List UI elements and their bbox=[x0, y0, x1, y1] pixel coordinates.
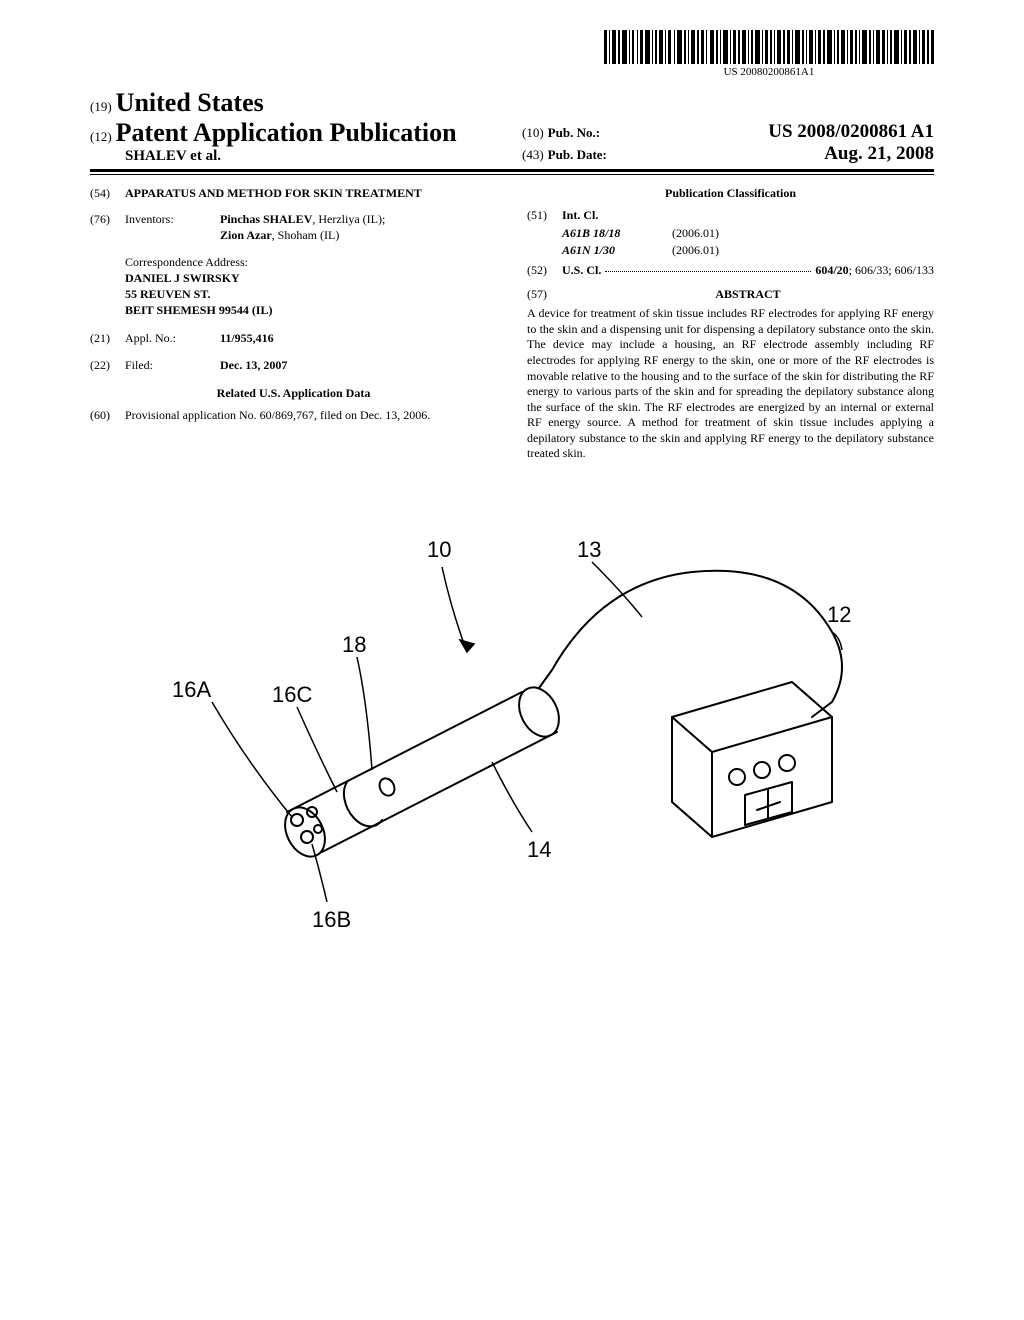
appl-no: 11/955,416 bbox=[220, 330, 497, 346]
int-cl-row-1: A61N 1/30 (2006.01) bbox=[562, 242, 934, 258]
authors: SHALEV et al. bbox=[90, 148, 502, 165]
fig-label-14: 14 bbox=[527, 837, 551, 862]
classification-heading: Publication Classification bbox=[527, 185, 934, 201]
fig-label-10: 10 bbox=[427, 537, 451, 562]
appl-no-label: Appl. No.: bbox=[125, 330, 220, 346]
provisional-text: Provisional application No. 60/869,767, … bbox=[125, 407, 497, 423]
field-54: (54) APPARATUS AND METHOD FOR SKIN TREAT… bbox=[90, 185, 497, 201]
barcode-area: US 20080200861A1 bbox=[90, 30, 934, 80]
pub-no: US 2008/0200861 A1 bbox=[768, 121, 934, 143]
field-51: (51) Int. Cl. bbox=[527, 207, 934, 223]
code-21: (21) bbox=[90, 330, 125, 346]
document-header: (19) United States (12) Patent Applicati… bbox=[90, 88, 934, 165]
pub-date-label: Pub. Date: bbox=[548, 147, 607, 162]
correspondence-block: Correspondence Address: DANIEL J SWIRSKY… bbox=[125, 254, 497, 319]
divider-thick bbox=[90, 169, 934, 172]
fig-label-13: 13 bbox=[577, 537, 601, 562]
header-left: (19) United States (12) Patent Applicati… bbox=[90, 88, 502, 165]
field-76: (76) Inventors: Pinchas SHALEV, Herzliya… bbox=[90, 211, 497, 243]
fig-label-16B: 16B bbox=[312, 907, 351, 932]
barcode: US 20080200861A1 bbox=[604, 30, 934, 78]
int-cl-code-0: A61B 18/18 bbox=[562, 225, 672, 241]
inventor-1: Pinchas SHALEV bbox=[220, 212, 312, 226]
body-columns: (54) APPARATUS AND METHOD FOR SKIN TREAT… bbox=[90, 185, 934, 462]
correspondence-street: 55 REUVEN ST. bbox=[125, 286, 497, 302]
country: United States bbox=[116, 88, 264, 117]
code-51: (51) bbox=[527, 207, 562, 223]
filed-date: Dec. 13, 2007 bbox=[220, 357, 497, 373]
filed-label: Filed: bbox=[125, 357, 220, 373]
dots-fill bbox=[605, 262, 811, 272]
code-19: (19) bbox=[90, 99, 112, 114]
code-43: (43) bbox=[522, 147, 544, 162]
fig-label-16C: 16C bbox=[272, 682, 312, 707]
us-cl-label: U.S. Cl. bbox=[562, 262, 601, 278]
right-column: Publication Classification (51) Int. Cl.… bbox=[527, 185, 934, 462]
inventors-value: Pinchas SHALEV, Herzliya (IL); Zion Azar… bbox=[220, 211, 497, 243]
correspondence-label: Correspondence Address: bbox=[125, 254, 497, 270]
code-60: (60) bbox=[90, 407, 125, 423]
code-10: (10) bbox=[522, 125, 544, 140]
int-cl-row-0: A61B 18/18 (2006.01) bbox=[562, 225, 934, 241]
left-column: (54) APPARATUS AND METHOD FOR SKIN TREAT… bbox=[90, 185, 497, 462]
title: APPARATUS AND METHOD FOR SKIN TREATMENT bbox=[125, 185, 497, 201]
int-cl-year-1: (2006.01) bbox=[672, 242, 719, 258]
field-21: (21) Appl. No.: 11/955,416 bbox=[90, 330, 497, 346]
int-cl-label: Int. Cl. bbox=[562, 207, 934, 223]
int-cl-table: A61B 18/18 (2006.01) A61N 1/30 (2006.01) bbox=[562, 225, 934, 257]
int-cl-year-0: (2006.01) bbox=[672, 225, 719, 241]
int-cl-code-1: A61N 1/30 bbox=[562, 242, 672, 258]
code-54: (54) bbox=[90, 185, 125, 201]
inventor-1-loc: , Herzliya (IL); bbox=[312, 212, 385, 226]
inventors-label: Inventors: bbox=[125, 211, 220, 243]
correspondence-name: DANIEL J SWIRSKY bbox=[125, 270, 497, 286]
patent-figure: 10 13 12 18 16C 16A 16B 14 bbox=[90, 502, 934, 932]
divider-thin bbox=[90, 174, 934, 175]
code-76: (76) bbox=[90, 211, 125, 243]
code-57: (57) bbox=[527, 286, 562, 302]
field-57: (57) ABSTRACT bbox=[527, 286, 934, 302]
abstract-text: A device for treatment of skin tissue in… bbox=[527, 306, 934, 462]
inventor-2-loc: , Shoham (IL) bbox=[272, 228, 340, 242]
barcode-text: US 20080200861A1 bbox=[604, 66, 934, 78]
field-22: (22) Filed: Dec. 13, 2007 bbox=[90, 357, 497, 373]
code-52: (52) bbox=[527, 262, 562, 278]
pub-date: Aug. 21, 2008 bbox=[824, 143, 934, 165]
publication-type: Patent Application Publication bbox=[116, 118, 457, 147]
fig-label-18: 18 bbox=[342, 632, 366, 657]
field-52: (52) U.S. Cl. 604/20; 606/33; 606/133 bbox=[527, 262, 934, 278]
abstract-heading: ABSTRACT bbox=[562, 286, 934, 302]
code-22: (22) bbox=[90, 357, 125, 373]
correspondence-city: BEIT SHEMESH 99544 (IL) bbox=[125, 302, 497, 318]
pub-no-label: Pub. No.: bbox=[548, 125, 600, 140]
related-heading: Related U.S. Application Data bbox=[90, 385, 497, 401]
field-60: (60) Provisional application No. 60/869,… bbox=[90, 407, 497, 423]
us-cl-value: 604/20; 606/33; 606/133 bbox=[815, 262, 934, 278]
inventor-2: Zion Azar bbox=[220, 228, 272, 242]
code-12: (12) bbox=[90, 129, 112, 144]
fig-label-12: 12 bbox=[827, 602, 851, 627]
header-right: (10) Pub. No.: US 2008/0200861 A1 (43) P… bbox=[502, 121, 934, 165]
fig-label-16A: 16A bbox=[172, 677, 211, 702]
